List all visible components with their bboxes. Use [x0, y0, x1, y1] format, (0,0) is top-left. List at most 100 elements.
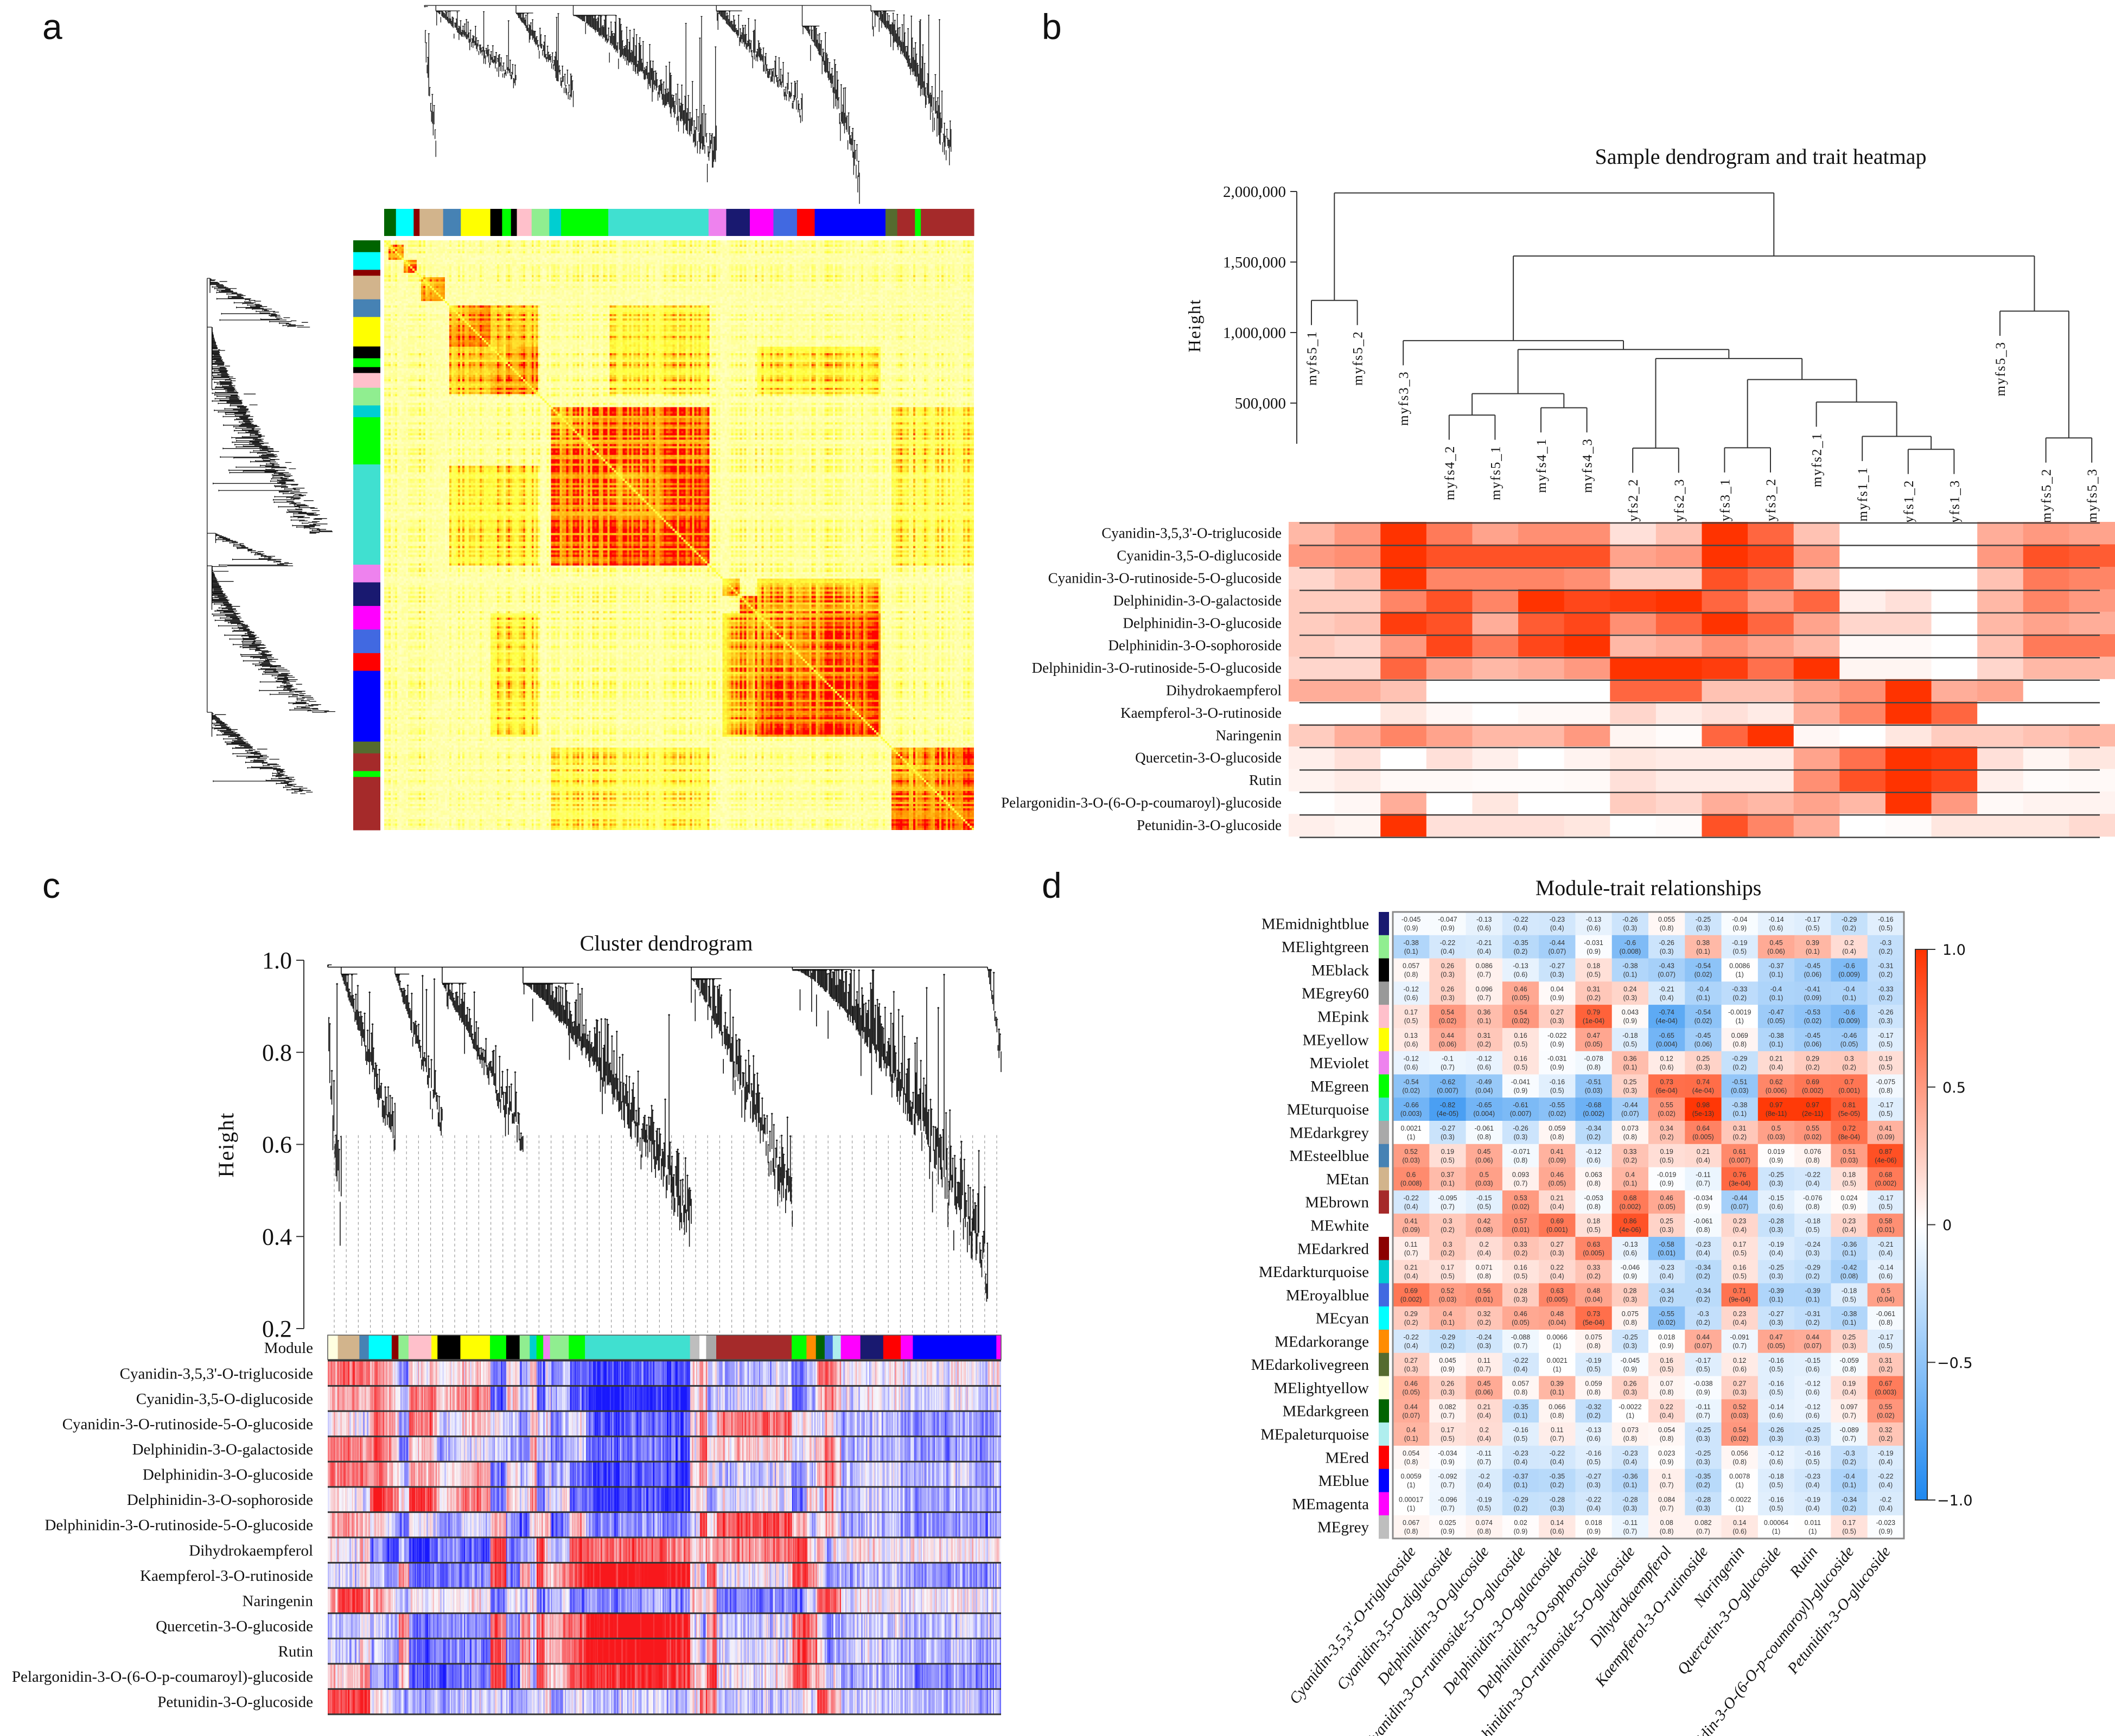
- p-value: (0.3): [1879, 1017, 1893, 1025]
- correlation-value: -0.26: [1513, 1125, 1528, 1132]
- panel-d-colorbar: 1.00.50−0.5−1.0: [1915, 942, 1973, 1509]
- module-segment-magenta: [840, 1335, 861, 1360]
- heatmap-cell: [1748, 769, 1794, 792]
- correlation-value: 0.46: [1660, 1194, 1673, 1202]
- correlation-value: -0.25: [1622, 1333, 1638, 1341]
- correlation-value: -0.22: [1513, 916, 1528, 923]
- cell-fill: [1466, 1005, 1503, 1029]
- correlation-cell: 0.12(0.6): [1721, 1352, 1759, 1377]
- p-value: (0.8): [1477, 1273, 1491, 1280]
- heatmap-cell: [1839, 791, 1886, 814]
- heatmap-cell: [1931, 769, 1978, 792]
- cell-fill: [1575, 1005, 1613, 1029]
- heatmap-cell: [1748, 611, 1794, 635]
- cell-fill: [1867, 1283, 1904, 1307]
- correlation-cell: 0.86(4e-06): [1611, 1214, 1649, 1237]
- p-value: (0.06): [1767, 948, 1785, 955]
- cell-fill: [1685, 1167, 1722, 1191]
- trait-label: Quercetin-3-O-glucoside: [1135, 750, 1282, 766]
- correlation-value: 0.025: [1439, 1519, 1456, 1527]
- p-value: (5e-04): [1583, 1319, 1604, 1326]
- p-value: (0.3): [1696, 1458, 1710, 1466]
- correlation-cell: 0.47(0.05): [1757, 1330, 1795, 1354]
- module-label: MEgrey: [1317, 1519, 1369, 1536]
- heatmap-cell: [1289, 679, 1335, 702]
- module-label: MEgreen: [1310, 1078, 1369, 1095]
- module-color-swatch: [1379, 1399, 1389, 1423]
- correlation-value: 0.67: [1879, 1380, 1892, 1388]
- correlation-value: -0.47: [1768, 1009, 1784, 1016]
- heatmap-cell: [1655, 814, 1703, 837]
- p-value: (0.9): [1550, 994, 1564, 1001]
- correlation-cell: -0.25(0.3): [1685, 912, 1722, 936]
- correlation-value: 0.23: [1843, 1217, 1856, 1225]
- p-value: (0.2): [1879, 971, 1893, 979]
- p-value: (0.1): [1806, 1295, 1820, 1303]
- correlation-value: -0.23: [1550, 916, 1565, 923]
- module-segment-yellow: [460, 1335, 490, 1360]
- heatmap-cell: [1885, 791, 1932, 814]
- cell-fill: [1466, 1051, 1503, 1075]
- cell-fill: [1575, 1121, 1613, 1145]
- heatmap-cell: [1655, 611, 1703, 635]
- module-segment-lightgreen: [531, 209, 550, 236]
- correlation-value: -0.27: [1550, 962, 1565, 970]
- p-value: (0.4): [1769, 1249, 1783, 1257]
- correlation-cell: -0.29(0.2): [1831, 912, 1868, 936]
- correlation-cell: 0.069(0.8): [1721, 1027, 1759, 1052]
- heatmap-cell: [1885, 814, 1932, 837]
- correlation-value: 0.86: [1623, 1217, 1636, 1225]
- cell-fill: [1648, 1144, 1685, 1168]
- correlation-cell: -0.35(0.2): [1502, 935, 1539, 959]
- heatmap-cell: [1564, 769, 1610, 792]
- correlation-value: -0.38: [1768, 1032, 1784, 1039]
- correlation-value: -0.21: [1878, 1241, 1894, 1248]
- correlation-cell: -0.031(0.9): [1575, 935, 1613, 959]
- cell-fill: [1794, 1260, 1831, 1284]
- trait-label: Pelargonidin-3-O-(6-O-p-coumaroyl)-gluco…: [1001, 795, 1282, 811]
- module-label: MEpink: [1317, 1009, 1369, 1026]
- p-value: (0.5): [1623, 1041, 1638, 1048]
- p-value: (0.05): [1548, 1180, 1566, 1188]
- correlation-value: 0.55: [1660, 1101, 1673, 1109]
- correlation-value: 0.04: [1551, 985, 1564, 993]
- heatmap-cell: [2023, 724, 2069, 747]
- module-color-swatch: [1379, 1422, 1389, 1446]
- panel-a-tom-heatmap: [207, 5, 974, 831]
- cell-fill: [1867, 1097, 1904, 1121]
- correlation-value: -0.18: [1842, 1287, 1857, 1294]
- module-segment-royalblue: [773, 209, 798, 236]
- cell-fill: [1794, 1492, 1831, 1516]
- correlation-cell: -0.4(0.1): [1685, 981, 1722, 1005]
- correlation-value: -0.35: [1696, 1473, 1711, 1480]
- correlation-cell: 0.025(0.9): [1429, 1515, 1467, 1539]
- heatmap-cell: [1472, 611, 1519, 635]
- heatmap-cell: [1702, 791, 1748, 814]
- correlation-cell: 0.53(0.02): [1502, 1190, 1539, 1214]
- p-value: (0.8): [1587, 1389, 1601, 1396]
- correlation-value: 0.27: [1551, 1241, 1564, 1248]
- cell-fill: [1721, 1260, 1759, 1284]
- p-value: (0.06): [1694, 1041, 1712, 1048]
- correlation-cell: -0.28(0.3): [1611, 1492, 1649, 1516]
- p-value: (0.08): [1840, 1273, 1858, 1280]
- p-value: (0.8): [1404, 1528, 1418, 1535]
- correlation-value: -0.28: [1622, 1496, 1638, 1503]
- correlation-value: 0.29: [1806, 1055, 1819, 1063]
- p-value: (0.2): [1441, 1226, 1455, 1234]
- correlation-cell: 0.55(0.02): [1867, 1399, 1904, 1423]
- correlation-value: -0.26: [1659, 939, 1674, 947]
- p-value: (0.4): [1514, 1365, 1528, 1373]
- correlation-cell: -0.17(0.5): [1867, 1097, 1904, 1121]
- p-value: (0.7): [1696, 1412, 1710, 1419]
- module-label: MEsteelblue: [1289, 1147, 1369, 1165]
- correlation-cell: 0.082(0.7): [1685, 1515, 1722, 1539]
- correlation-value: -0.096: [1438, 1496, 1457, 1503]
- heatmap-cell: [1931, 746, 1978, 769]
- heatmap-cell: [1380, 724, 1427, 747]
- cell-fill: [1466, 1422, 1503, 1446]
- heatmap-cell: [1472, 769, 1519, 792]
- cell-fill: [1721, 1167, 1759, 1191]
- cell-fill: [1502, 1005, 1539, 1029]
- panel-a-tom-heatmap-canvas: [384, 240, 974, 830]
